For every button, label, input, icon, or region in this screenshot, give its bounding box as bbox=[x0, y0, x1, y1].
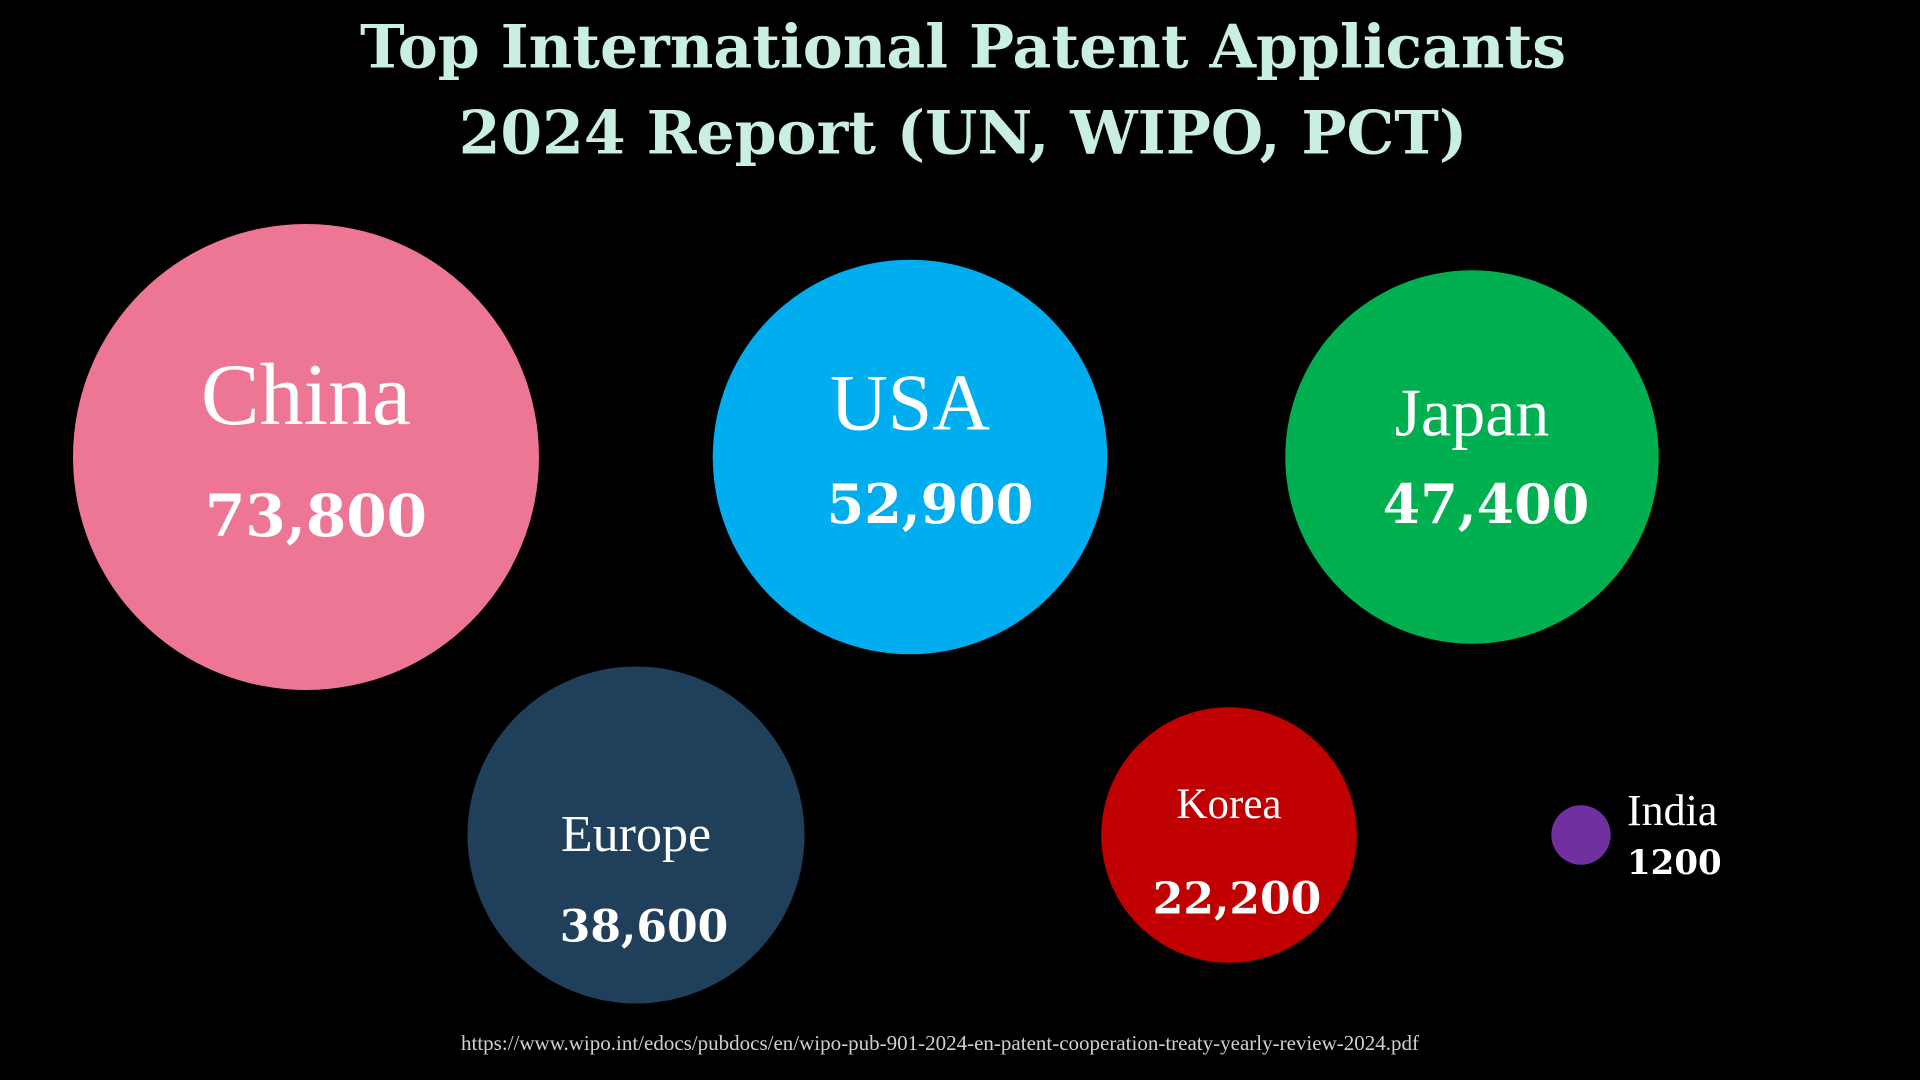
bubble-label: India bbox=[1627, 786, 1717, 835]
value-label: 73,800 bbox=[205, 482, 427, 550]
value-label: 38,600 bbox=[560, 902, 728, 953]
bubble-label: Europe bbox=[561, 806, 711, 863]
bubble-label: Japan bbox=[1395, 375, 1550, 451]
bubble bbox=[1551, 805, 1611, 865]
bubble-label: USA bbox=[830, 359, 990, 447]
value-label: 52,900 bbox=[827, 472, 1034, 536]
source-note: https://www.wipo.int/edocs/pubdocs/en/wi… bbox=[461, 1031, 1419, 1055]
bubble bbox=[1101, 707, 1357, 963]
bubble bbox=[1285, 270, 1659, 644]
bubble bbox=[73, 224, 539, 690]
value-label: 47,400 bbox=[1383, 472, 1590, 536]
bubble bbox=[712, 259, 1108, 655]
chart-title: Top International Patent Applicants bbox=[360, 13, 1566, 83]
bubble-label: Korea bbox=[1176, 781, 1281, 828]
bubble-label: China bbox=[201, 347, 411, 444]
value-label: 1200 bbox=[1627, 843, 1722, 883]
chart-subtitle: 2024 Report (UN, WIPO, PCT) bbox=[459, 99, 1468, 169]
value-label: 22,200 bbox=[1153, 874, 1321, 925]
bubble bbox=[467, 666, 805, 1004]
